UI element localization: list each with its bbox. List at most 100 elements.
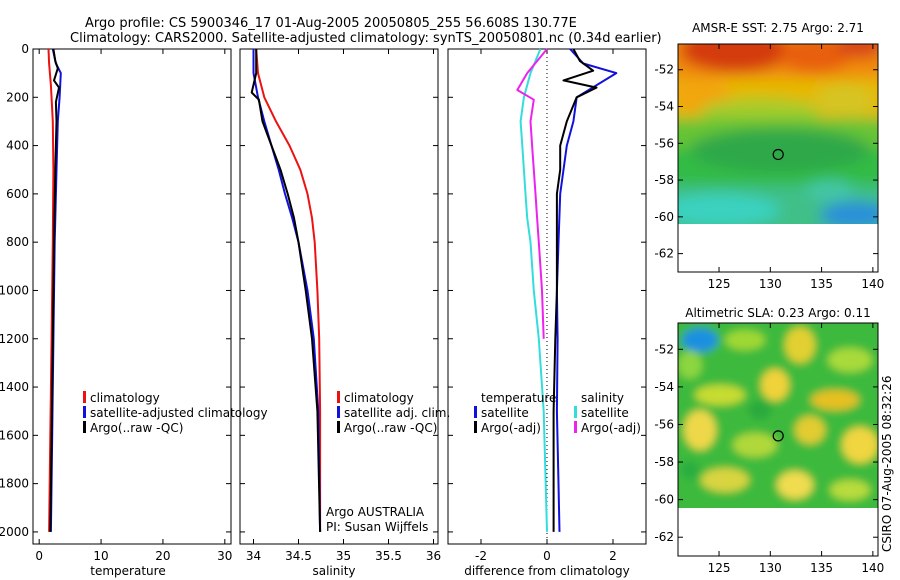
series-line-s_argo (516, 48, 548, 339)
legend-swatch-temp-argo (474, 421, 477, 433)
x-tick-label: 30 (217, 549, 232, 563)
lat-tick-label: -62 (654, 247, 674, 261)
y-tick-label: 0 (21, 42, 29, 56)
temperature-legend: climatology satellite-adjusted climatolo… (83, 391, 268, 435)
header-line-1: Argo profile: CS 5900346_17 01-Aug-2005 … (85, 16, 577, 31)
sla-map-panel: Altimetric SLA: 0.23 Argo: 0.11 (654, 306, 884, 575)
sla-heatmap (678, 323, 878, 508)
float-owner-annotation: Argo AUSTRALIA (326, 505, 425, 519)
x-tick-label: -2 (475, 549, 487, 563)
series-line-sat (252, 49, 322, 532)
y-tick-label: 800 (6, 235, 29, 249)
lon-tick-label: 140 (861, 277, 884, 291)
lat-tick-label: -56 (654, 417, 674, 431)
legend-label-sal-satellite: satellite (581, 406, 629, 420)
legend-swatch-climatology (83, 391, 86, 403)
header-line-2: Climatology: CARS2000. Satellite-adjuste… (70, 31, 662, 46)
salinity-panel: 34 34.5 35 35.5 36 salinity climatology sate… (239, 48, 450, 578)
y-tick-label: 2000 (0, 525, 29, 539)
argo-position-marker (772, 148, 784, 161)
sst-heatmap (678, 44, 878, 224)
sla-map-ticks: 125 130 135 140 -52 -54 -56 -58 -60 -62 (654, 323, 884, 575)
legend-swatch-satellite (83, 406, 86, 418)
sla-map-title: Altimetric SLA: 0.23 Argo: 0.11 (685, 306, 870, 320)
lon-tick-label: 140 (861, 561, 884, 575)
argo-position-marker (772, 430, 784, 442)
salinity-ticks: 34 34.5 35 35.5 36 (240, 48, 441, 563)
series-line-s_sat (519, 48, 548, 532)
x-tick-label: 0 (543, 549, 551, 563)
lat-tick-label: -54 (654, 100, 674, 114)
y-tick-label: 600 (6, 187, 29, 201)
legend-title-salinity: salinity (581, 391, 624, 405)
y-tick-label: 1400 (0, 380, 29, 394)
sst-map-panel: AMSR-E SST: 2.75 Argo: 2.71 125 (654, 21, 884, 291)
salinity-legend: climatology satellite adj. clim. Argo(..… (337, 391, 450, 435)
legend-label-climatology: climatology (344, 391, 414, 405)
y-tick-label: 1000 (0, 283, 29, 297)
legend-swatch-argo (83, 421, 86, 433)
x-tick-label: 34 (246, 549, 261, 563)
legend-swatch-sal-argo (574, 421, 577, 433)
lon-tick-label: 135 (810, 561, 833, 575)
lat-tick-label: -56 (654, 136, 674, 150)
x-tick-label: 35.5 (375, 549, 402, 563)
difference-panel: -2 0 2 difference from climatology tempera… (447, 48, 647, 578)
legend-label-argo: Argo(..raw -QC) (90, 421, 183, 435)
legend-label-argo: Argo(..raw -QC) (344, 421, 437, 435)
y-tick-label: 400 (6, 139, 29, 153)
lat-tick-label: -60 (654, 493, 674, 507)
lon-tick-label: 130 (759, 561, 782, 575)
temperature-lines (47, 48, 62, 532)
series-line-t_argo (552, 48, 598, 532)
legend-swatch-temp-satellite (474, 406, 477, 418)
series-line-clim (255, 48, 322, 532)
salinity-lines (250, 48, 322, 532)
lon-tick-label: 125 (708, 277, 731, 291)
temperature-xlabel: temperature (90, 564, 165, 578)
sst-map-ticks: 125 130 135 140 -52 -54 -56 -58 -60 -62 (654, 44, 884, 291)
series-line-argo (49, 48, 60, 532)
x-tick-label: 35 (336, 549, 351, 563)
legend-label-sal-argo: Argo(-adj) (581, 421, 641, 435)
csiro-timestamp: CSIRO 07-Aug-2005 08:32:26 (880, 376, 894, 552)
float-pi-annotation: PI: Susan Wijffels (326, 520, 428, 534)
difference-xlabel: difference from climatology (464, 564, 630, 578)
sst-axes-frame (677, 43, 879, 273)
y-tick-label: 200 (6, 90, 29, 104)
lat-tick-label: -58 (654, 173, 674, 187)
legend-label-temp-argo: Argo(-adj) (481, 421, 541, 435)
salinity-xlabel: salinity (312, 564, 355, 578)
legend-label-satellite: satellite adj. clim. (344, 406, 450, 420)
lat-tick-label: -62 (654, 530, 674, 544)
difference-lines (516, 48, 618, 532)
lon-tick-label: 130 (759, 277, 782, 291)
lat-tick-label: -52 (654, 63, 674, 77)
temperature-ticks: 0 10 20 30 0 200 400 600 800 1000 1200 1400 1600 1800… (0, 42, 232, 563)
x-tick-label: 0 (35, 549, 43, 563)
temperature-axes-frame (32, 48, 232, 545)
y-tick-label: 1600 (0, 428, 29, 442)
difference-legend: temperature satellite Argo(-adj) salinit… (474, 391, 641, 435)
x-tick-label: 36 (426, 549, 441, 563)
legend-title-temperature: temperature (481, 391, 556, 405)
temperature-panel: 0 10 20 30 0 200 400 600 800 1000 1200 1400 1600 1800… (0, 42, 268, 578)
lat-tick-label: -58 (654, 455, 674, 469)
sla-axes-frame (677, 322, 879, 557)
series-line-clim (47, 48, 55, 532)
legend-label-temp-satellite: satellite (481, 406, 529, 420)
lat-tick-label: -60 (654, 210, 674, 224)
legend-swatch-sal-satellite (574, 406, 577, 418)
sst-argo-marker (772, 148, 784, 161)
legend-label-satellite: satellite-adjusted climatology (90, 406, 268, 420)
difference-ticks: -2 0 2 (448, 48, 646, 563)
sla-argo-marker (772, 430, 784, 442)
x-tick-label: 2 (609, 549, 617, 563)
series-line-t_sat (555, 48, 618, 532)
legend-swatch-argo (337, 421, 340, 433)
lon-tick-label: 135 (810, 277, 833, 291)
y-tick-label: 1800 (0, 477, 29, 491)
x-tick-label: 10 (93, 549, 108, 563)
sst-map-title: AMSR-E SST: 2.75 Argo: 2.71 (692, 21, 864, 35)
